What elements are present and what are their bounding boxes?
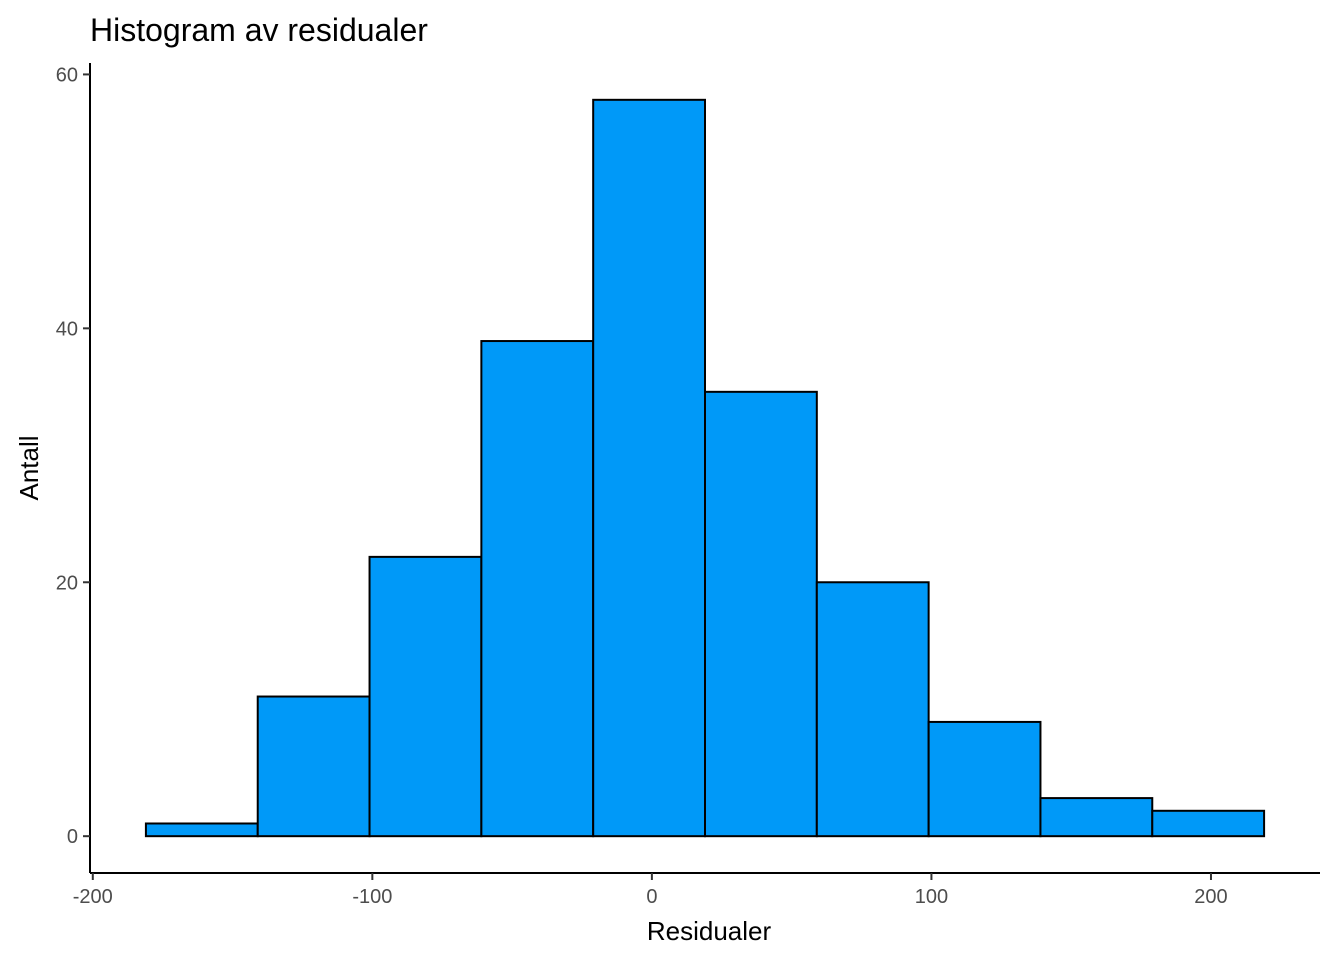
histogram-bar-3	[480, 340, 595, 838]
histogram-bar-8	[1039, 797, 1154, 838]
histogram-bar-0	[144, 822, 259, 838]
histogram-bar-5	[704, 390, 818, 838]
histogram-bar-9	[1151, 809, 1266, 838]
x-axis-label: Residualer	[647, 916, 772, 946]
y-tick-label: 40	[56, 318, 78, 340]
chart-title: Histogram av residualer	[90, 12, 428, 48]
y-tick-label: 20	[56, 572, 78, 594]
x-tick-label: 200	[1194, 886, 1227, 908]
histogram-bar-2	[368, 555, 483, 838]
x-tick-label: -100	[352, 886, 392, 908]
histogram-bar-4	[592, 98, 707, 838]
bars-layer	[144, 98, 1266, 838]
axes-layer: 0 20 40 60 -200 -100 0 100 200	[56, 63, 1320, 908]
x-tick-label: 100	[915, 886, 948, 908]
y-axis-label: Antall	[14, 435, 44, 500]
histogram-bar-6	[815, 581, 930, 838]
x-tick-label: 0	[646, 886, 657, 908]
histogram-bar-7	[927, 720, 1042, 838]
y-tick-label: 60	[56, 64, 78, 86]
histogram-bar-1	[256, 695, 371, 838]
y-tick-label: 0	[67, 826, 78, 848]
x-tick-label: -200	[73, 886, 113, 908]
